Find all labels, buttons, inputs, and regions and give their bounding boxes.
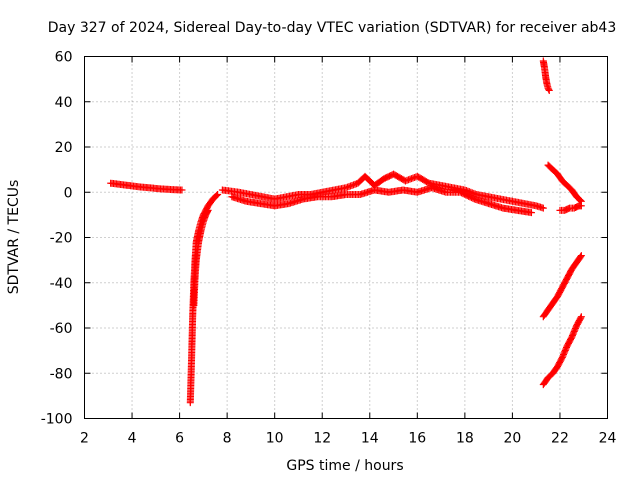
data-point — [577, 313, 585, 321]
series-segment-late-top — [539, 57, 553, 94]
x-tick-label: 14 — [361, 431, 379, 447]
x-tick-label: 8 — [223, 431, 232, 447]
series-segment-late-low — [556, 202, 585, 214]
y-tick-label: -100 — [41, 412, 73, 428]
y-tick-label: -80 — [50, 366, 73, 382]
data-point — [577, 202, 585, 210]
x-tick-label: 20 — [503, 431, 521, 447]
data-point — [577, 253, 585, 261]
series-segment-late-mid — [544, 161, 585, 205]
x-tick-label: 10 — [266, 431, 284, 447]
x-tick-label: 12 — [313, 431, 331, 447]
series-segment-late-ramp-a — [539, 252, 585, 321]
y-tick-label: -60 — [50, 321, 73, 337]
series-segment-dip-2 — [190, 206, 212, 309]
x-tick-label: 6 — [175, 431, 184, 447]
data-point — [204, 206, 212, 214]
x-tick-label: 4 — [128, 431, 137, 447]
data-point — [214, 191, 222, 199]
series-segment-day-lower — [228, 184, 535, 217]
x-tick-label: 18 — [456, 431, 474, 447]
axis-ticks: 2 4 6 8 10 12 14 16 18 20 22 246040200-20-40-60-80-… — [41, 50, 617, 447]
data-points — [107, 57, 585, 407]
y-tick-label: 40 — [55, 95, 73, 111]
y-tick-label: -40 — [50, 276, 73, 292]
grid — [84, 56, 608, 419]
data-point — [577, 252, 585, 260]
x-tick-label: 2 — [80, 431, 89, 447]
data-point — [178, 186, 186, 194]
data-point — [213, 191, 221, 199]
data-point — [539, 204, 547, 212]
x-axis-label: GPS time / hours — [286, 458, 403, 474]
y-tick-label: 0 — [64, 185, 73, 201]
series-segment-early — [107, 179, 186, 194]
x-tick-label: 16 — [408, 431, 426, 447]
y-axis-label: SDTVAR / TECUs — [6, 180, 22, 295]
data-point — [545, 86, 553, 94]
data-point — [577, 314, 585, 322]
data-point — [527, 209, 535, 217]
series-segment-day — [218, 170, 547, 212]
y-tick-label: 20 — [55, 140, 73, 156]
y-tick-label: 60 — [55, 50, 73, 66]
y-tick-label: -20 — [50, 231, 73, 247]
x-tick-label: 22 — [551, 431, 569, 447]
series-segment-late-ramp-b — [539, 313, 585, 389]
x-tick-label: 24 — [599, 431, 617, 447]
chart-title: Day 327 of 2024, Sidereal Day-to-day VTE… — [48, 20, 617, 36]
